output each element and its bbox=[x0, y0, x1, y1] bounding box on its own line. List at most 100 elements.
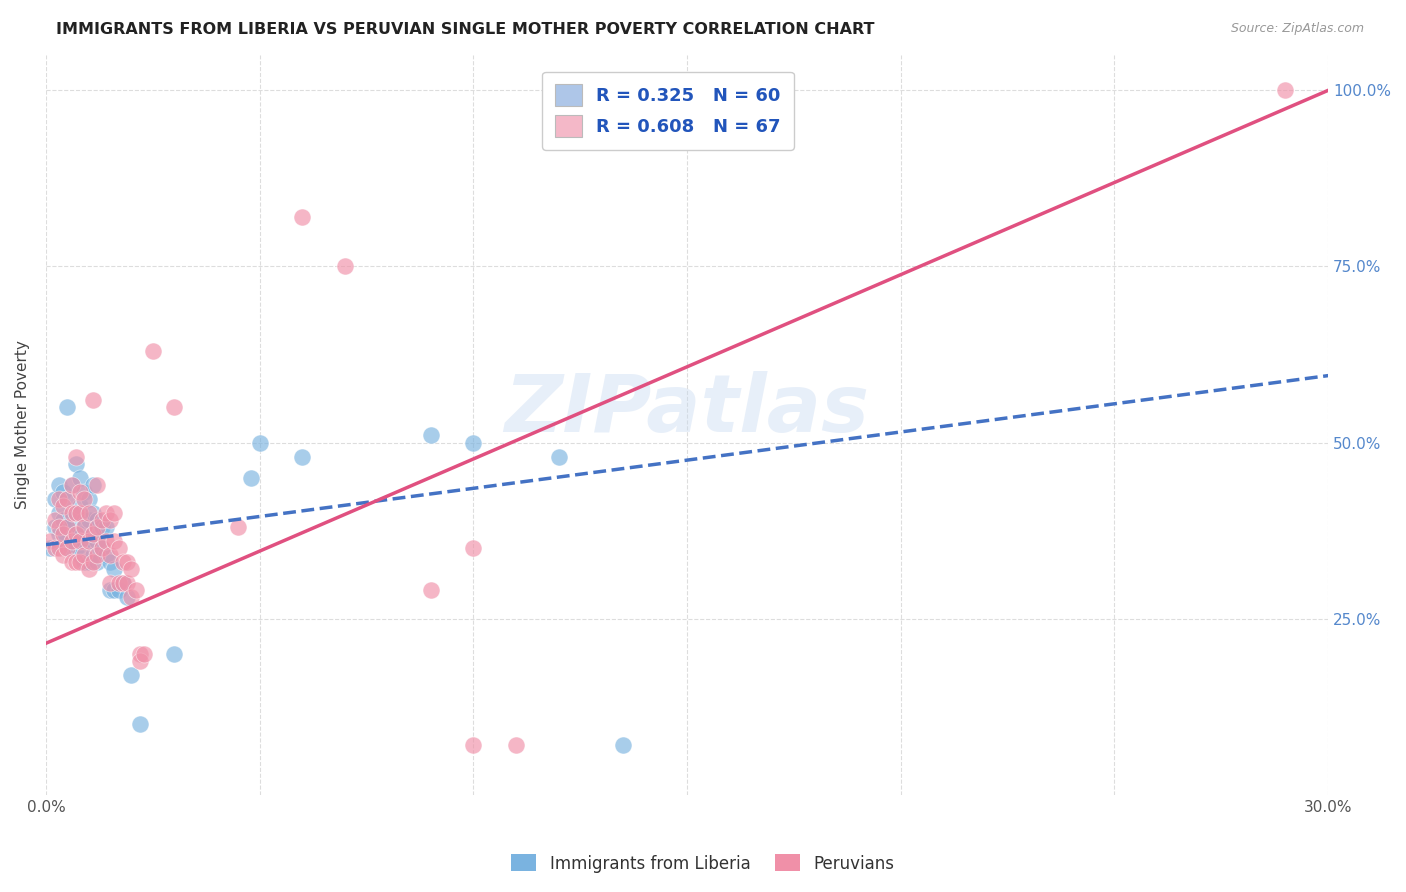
Point bbox=[60, 534, 83, 549]
Point bbox=[65, 506, 87, 520]
Point bbox=[291, 210, 314, 224]
Point bbox=[56, 520, 79, 534]
Point bbox=[52, 534, 75, 549]
Point bbox=[90, 513, 112, 527]
Point bbox=[69, 499, 91, 513]
Point bbox=[77, 562, 100, 576]
Point bbox=[98, 576, 121, 591]
Point bbox=[56, 491, 79, 506]
Point bbox=[129, 647, 152, 661]
Point bbox=[111, 555, 134, 569]
Point bbox=[120, 591, 142, 605]
Point bbox=[77, 534, 100, 549]
Point bbox=[86, 520, 108, 534]
Point bbox=[98, 513, 121, 527]
Point bbox=[103, 583, 125, 598]
Point bbox=[48, 520, 70, 534]
Point bbox=[56, 491, 79, 506]
Point bbox=[82, 555, 104, 569]
Point bbox=[94, 520, 117, 534]
Point bbox=[240, 471, 263, 485]
Point bbox=[90, 541, 112, 556]
Point bbox=[1274, 83, 1296, 97]
Point bbox=[86, 534, 108, 549]
Point bbox=[115, 576, 138, 591]
Point bbox=[69, 471, 91, 485]
Point bbox=[52, 548, 75, 562]
Point bbox=[103, 534, 125, 549]
Point bbox=[134, 647, 156, 661]
Point bbox=[111, 576, 134, 591]
Point bbox=[69, 506, 91, 520]
Point bbox=[65, 527, 87, 541]
Point bbox=[82, 477, 104, 491]
Point bbox=[48, 541, 70, 556]
Point bbox=[163, 647, 186, 661]
Point bbox=[77, 513, 100, 527]
Point bbox=[82, 393, 104, 408]
Point bbox=[111, 576, 134, 591]
Point bbox=[73, 520, 96, 534]
Point bbox=[547, 450, 569, 464]
Point bbox=[60, 555, 83, 569]
Point bbox=[90, 520, 112, 534]
Point bbox=[163, 401, 186, 415]
Text: ZIPatlas: ZIPatlas bbox=[505, 371, 869, 450]
Point bbox=[125, 583, 148, 598]
Point bbox=[419, 428, 441, 442]
Point bbox=[65, 506, 87, 520]
Point bbox=[69, 527, 91, 541]
Point bbox=[226, 520, 249, 534]
Point bbox=[77, 555, 100, 569]
Point bbox=[98, 555, 121, 569]
Point bbox=[39, 534, 62, 549]
Point bbox=[120, 562, 142, 576]
Point bbox=[98, 583, 121, 598]
Point bbox=[48, 527, 70, 541]
Point bbox=[69, 548, 91, 562]
Point bbox=[463, 541, 485, 556]
Point bbox=[86, 555, 108, 569]
Point bbox=[39, 541, 62, 556]
Point bbox=[73, 484, 96, 499]
Point bbox=[120, 668, 142, 682]
Text: Source: ZipAtlas.com: Source: ZipAtlas.com bbox=[1230, 22, 1364, 36]
Point bbox=[98, 548, 121, 562]
Point bbox=[52, 484, 75, 499]
Point bbox=[73, 491, 96, 506]
Point bbox=[73, 555, 96, 569]
Point bbox=[77, 491, 100, 506]
Point bbox=[612, 739, 634, 753]
Point bbox=[52, 499, 75, 513]
Y-axis label: Single Mother Poverty: Single Mother Poverty bbox=[15, 341, 30, 509]
Point bbox=[73, 513, 96, 527]
Point bbox=[52, 513, 75, 527]
Point bbox=[94, 534, 117, 549]
Point bbox=[419, 583, 441, 598]
Point bbox=[115, 591, 138, 605]
Point bbox=[48, 477, 70, 491]
Point bbox=[103, 506, 125, 520]
Point bbox=[65, 450, 87, 464]
Point bbox=[129, 717, 152, 731]
Point bbox=[60, 477, 83, 491]
Point bbox=[44, 541, 66, 556]
Point bbox=[249, 435, 271, 450]
Point bbox=[333, 260, 356, 274]
Point bbox=[129, 654, 152, 668]
Point bbox=[86, 548, 108, 562]
Point bbox=[65, 457, 87, 471]
Point bbox=[142, 343, 165, 358]
Point bbox=[65, 555, 87, 569]
Point bbox=[48, 506, 70, 520]
Point bbox=[65, 527, 87, 541]
Point bbox=[77, 506, 100, 520]
Point bbox=[69, 484, 91, 499]
Point bbox=[82, 506, 104, 520]
Point bbox=[48, 491, 70, 506]
Point bbox=[107, 541, 129, 556]
Text: IMMIGRANTS FROM LIBERIA VS PERUVIAN SINGLE MOTHER POVERTY CORRELATION CHART: IMMIGRANTS FROM LIBERIA VS PERUVIAN SING… bbox=[56, 22, 875, 37]
Point bbox=[82, 527, 104, 541]
Point bbox=[77, 534, 100, 549]
Point bbox=[107, 583, 129, 598]
